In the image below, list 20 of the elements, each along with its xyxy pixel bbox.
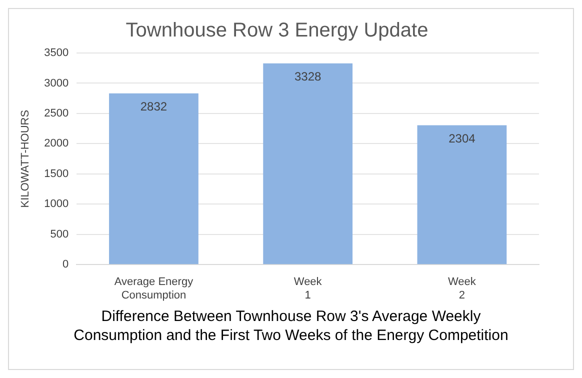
y-tick-label: 1000 — [44, 198, 69, 210]
y-tick-label: 1500 — [44, 168, 69, 180]
data-label: 3328 — [294, 70, 322, 84]
y-tick-label: 0 — [62, 258, 69, 271]
y-tick-label: 3500 — [44, 47, 69, 60]
y-tick-label: 2000 — [44, 138, 69, 150]
y-axis-title: KILOWATT-HOURS — [20, 110, 32, 208]
bar — [417, 125, 507, 264]
x-tick-label: Week 1 — [294, 276, 322, 302]
chart-title: Townhouse Row 3 Energy Update — [126, 20, 428, 42]
data-label: 2304 — [448, 132, 476, 146]
bar — [263, 63, 353, 264]
x-axis-title: Difference Between Townhouse Row 3's Average Weekly Consumption and the First Two Weeks of the Energy Competition — [72, 307, 510, 345]
y-tick-label: 500 — [50, 228, 69, 240]
y-tick-label: 2500 — [44, 107, 69, 120]
x-tick-label: Average Energy Consumption — [114, 276, 194, 302]
y-tick-label: 3000 — [44, 77, 69, 90]
bar — [109, 93, 198, 264]
x-tick-label: Week 2 — [448, 276, 476, 302]
data-label: 2832 — [140, 100, 168, 114]
